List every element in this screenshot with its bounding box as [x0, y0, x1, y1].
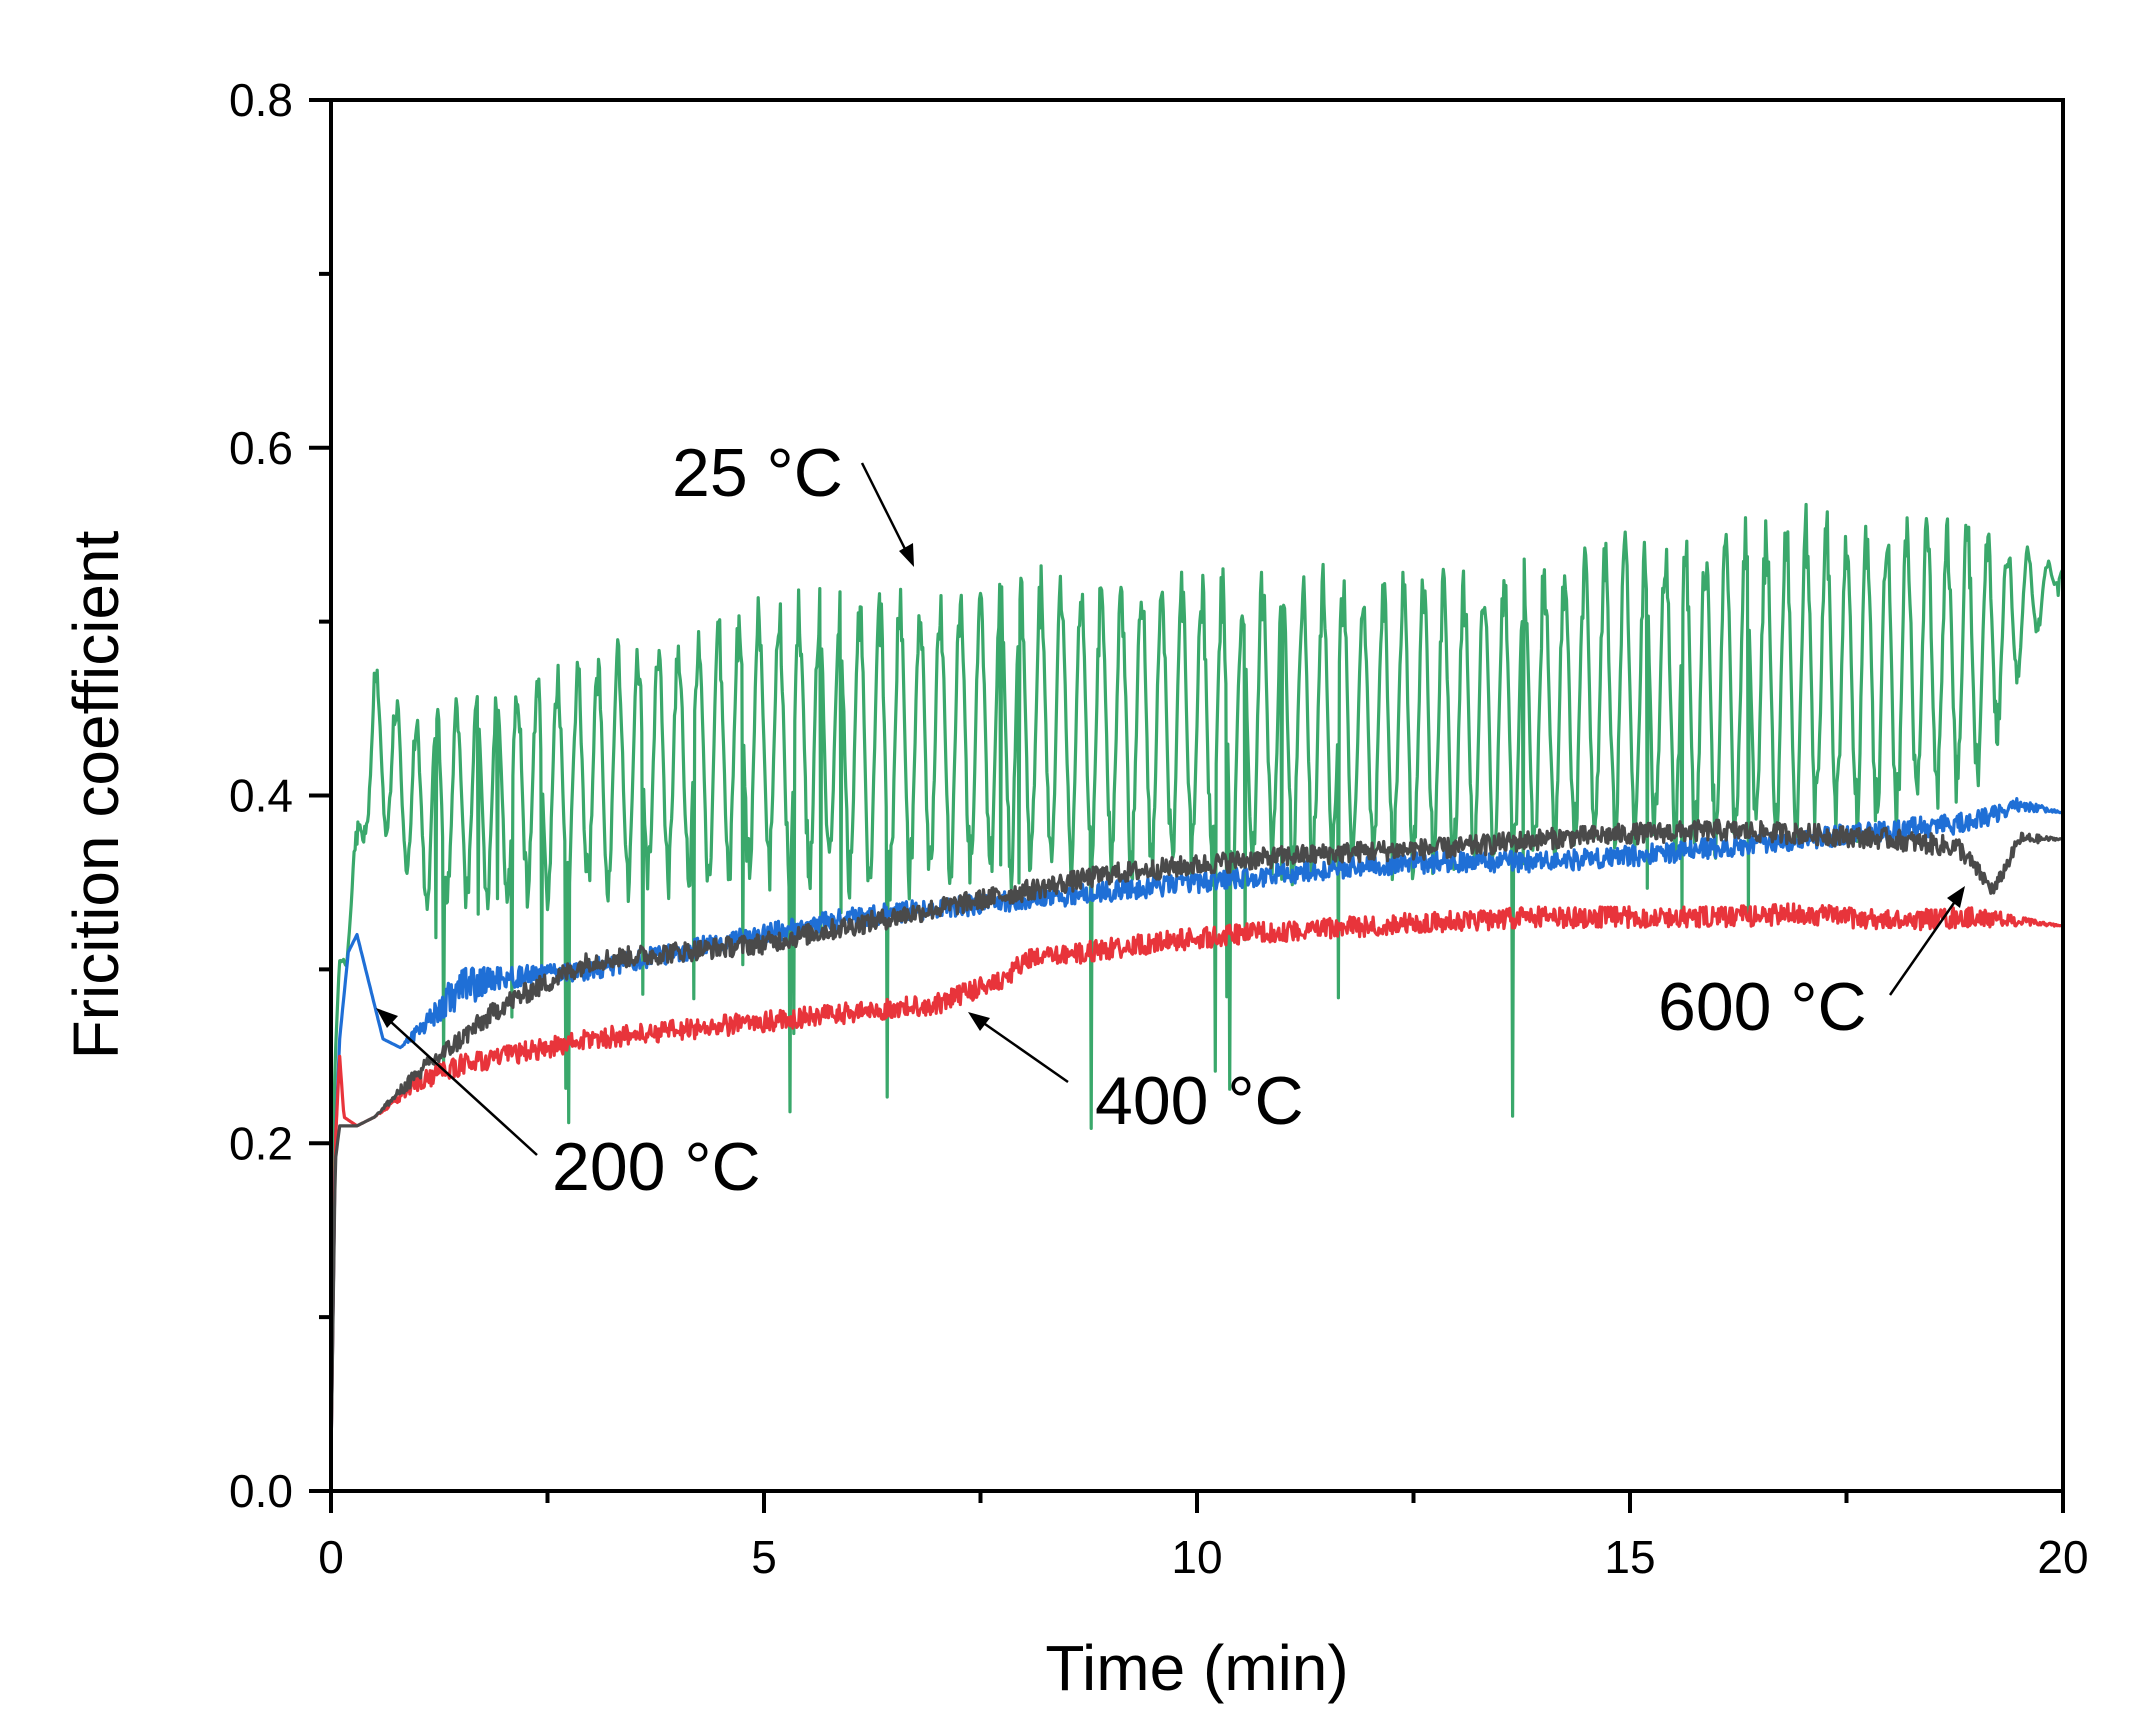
arrowhead-600c [1947, 886, 1965, 908]
arrowhead-25c [899, 543, 914, 567]
series-line-0 [329, 502, 2065, 1231]
x-axis-title: Time (min) [1045, 1632, 1348, 1704]
y-tick-label: 0.2 [229, 1117, 293, 1169]
label-600c: 600 °C [1658, 969, 1867, 1045]
annotations: 25 °C 200 °C 400 °C 600 °C [376, 435, 1965, 1205]
x-tick-label: 20 [2037, 1531, 2088, 1583]
arrow-600c [1888, 889, 1965, 996]
x-tick-label: 0 [318, 1531, 344, 1583]
series-line-3 [329, 818, 2064, 1457]
label-200c: 200 °C [552, 1129, 761, 1205]
y-tick-label: 0.0 [229, 1465, 293, 1517]
label-400c: 400 °C [1095, 1063, 1304, 1139]
arrow-200c [379, 1011, 538, 1156]
y-tick-label: 0.4 [229, 770, 293, 822]
arrow-400c [971, 1013, 1069, 1084]
arrowhead-400c [968, 1012, 990, 1031]
series-layer [329, 502, 2065, 1457]
ticks-layer: 0 5 10 15 20 0.0 0.2 0.4 0.6 0.8 [229, 74, 2089, 1583]
series-line-1 [329, 796, 2064, 1457]
arrow-25c [860, 462, 914, 564]
y-tick-label: 0.8 [229, 74, 293, 126]
x-tick-label: 5 [751, 1531, 777, 1583]
arrowhead-200c [376, 1008, 398, 1028]
label-25c: 25 °C [672, 435, 843, 511]
y-axis-title: Fricition coefficient [60, 530, 132, 1059]
x-tick-label: 10 [1171, 1531, 1222, 1583]
x-tick-label: 15 [1604, 1531, 1655, 1583]
y-tick-label: 0.6 [229, 422, 293, 474]
series-line-2 [329, 902, 2064, 1457]
